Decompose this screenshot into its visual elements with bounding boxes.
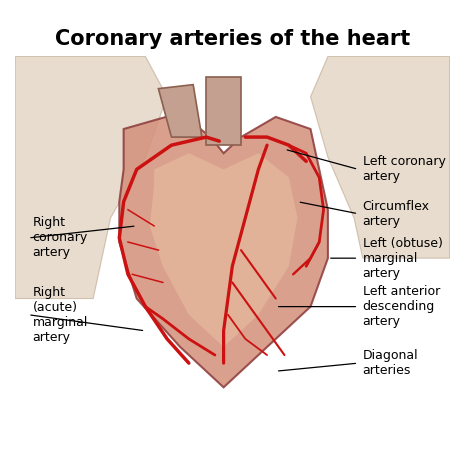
Text: Circumflex
artery: Circumflex artery bbox=[363, 200, 429, 228]
Polygon shape bbox=[119, 113, 328, 387]
Polygon shape bbox=[206, 76, 241, 145]
Polygon shape bbox=[158, 85, 202, 137]
Text: Diagonal
arteries: Diagonal arteries bbox=[363, 349, 418, 377]
Polygon shape bbox=[15, 57, 167, 299]
Text: Left anterior
descending
artery: Left anterior descending artery bbox=[363, 285, 440, 328]
Polygon shape bbox=[150, 153, 298, 347]
Text: Left coronary
artery: Left coronary artery bbox=[363, 155, 446, 183]
Text: Right
(acute)
marginal
artery: Right (acute) marginal artery bbox=[32, 285, 88, 344]
Polygon shape bbox=[310, 57, 450, 258]
Text: Left (obtuse)
marginal
artery: Left (obtuse) marginal artery bbox=[363, 237, 443, 280]
Title: Coronary arteries of the heart: Coronary arteries of the heart bbox=[55, 29, 410, 49]
Text: Right
coronary
artery: Right coronary artery bbox=[32, 217, 88, 259]
